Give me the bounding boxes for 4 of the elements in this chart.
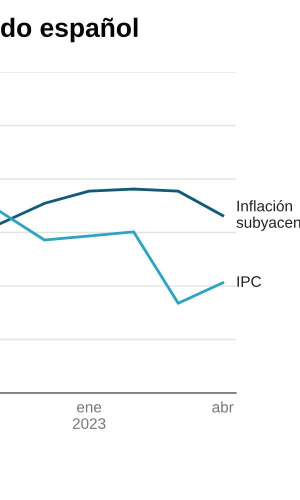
series-label: IPC [238, 276, 261, 287]
x-tick-label: ene 2023 [72, 404, 106, 430]
x-tick-label: abr [212, 401, 234, 413]
chart-title: do español [1, 18, 138, 42]
